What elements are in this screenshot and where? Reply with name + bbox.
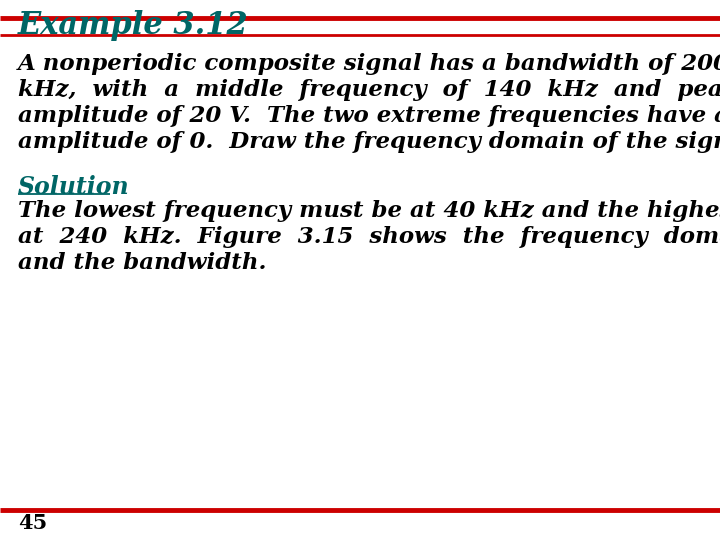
Text: amplitude of 20 V.  The two extreme frequencies have an: amplitude of 20 V. The two extreme frequ… (18, 105, 720, 127)
Text: The lowest frequency must be at 40 kHz and the highest: The lowest frequency must be at 40 kHz a… (18, 200, 720, 222)
Text: 45: 45 (18, 513, 48, 533)
Text: and the bandwidth.: and the bandwidth. (18, 252, 266, 274)
Text: A nonperiodic composite signal has a bandwidth of 200: A nonperiodic composite signal has a ban… (18, 53, 720, 75)
Text: Solution: Solution (18, 175, 130, 199)
Text: kHz,  with  a  middle  frequency  of  140  kHz  and  peak: kHz, with a middle frequency of 140 kHz … (18, 79, 720, 101)
Text: at  240  kHz.  Figure  3.15  shows  the  frequency  domain: at 240 kHz. Figure 3.15 shows the freque… (18, 226, 720, 248)
Text: amplitude of 0.  Draw the frequency domain of the signal.: amplitude of 0. Draw the frequency domai… (18, 131, 720, 153)
Text: Example 3.12: Example 3.12 (18, 10, 248, 41)
